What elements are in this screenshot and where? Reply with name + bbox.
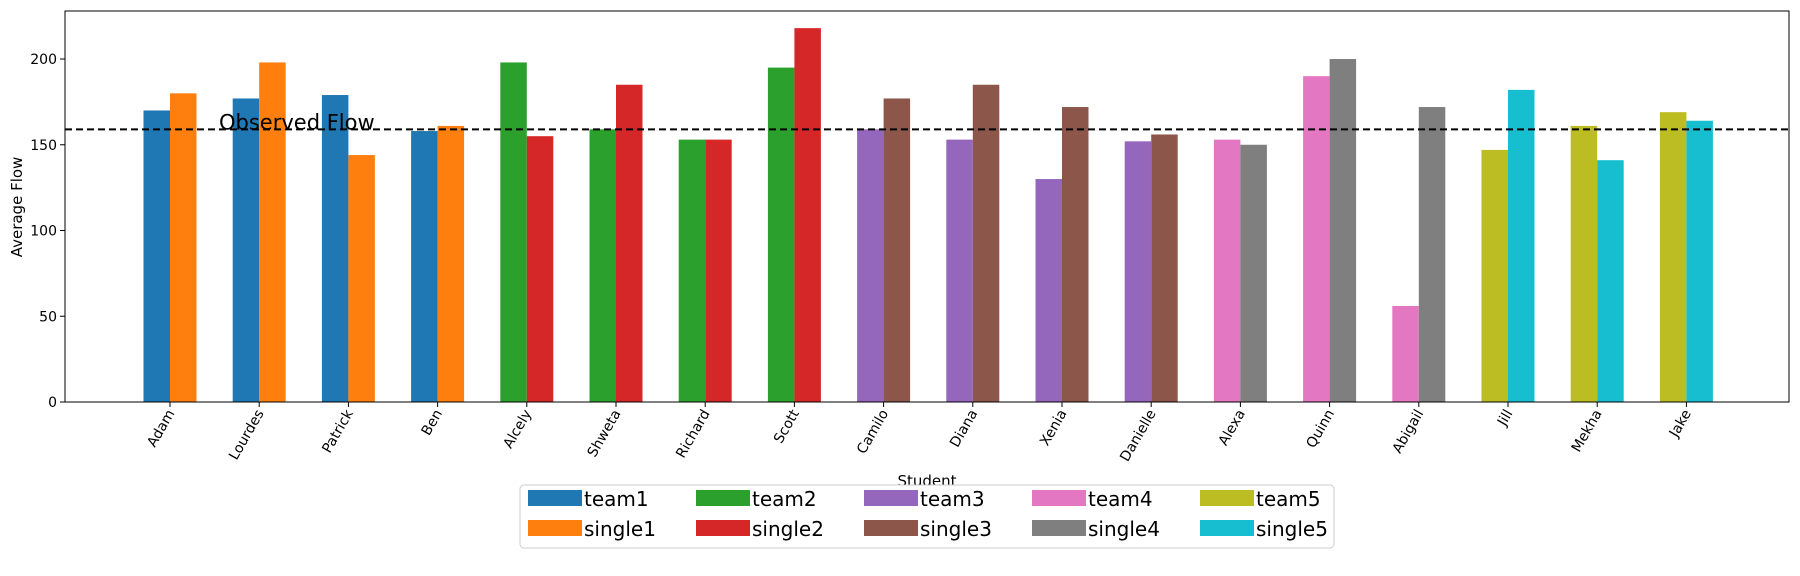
legend-label-single5: single5: [1256, 517, 1328, 541]
y-tick-label: 200: [30, 52, 57, 68]
x-tick-label: Scott: [771, 407, 803, 447]
x-tick-label: Lourdes: [226, 407, 268, 463]
legend-label-team1: team1: [584, 487, 649, 511]
bar-team2-shweta: [589, 129, 616, 402]
x-tick-label: Xenia: [1037, 407, 1070, 449]
y-tick-label: 0: [48, 395, 57, 411]
bar-team3-danielle: [1124, 141, 1152, 403]
bar-single1-lourdes: [259, 62, 286, 403]
bar-team2-scott: [767, 67, 795, 402]
legend: team1 single1 team2 single2 team3 single3 team…: [519, 484, 1335, 549]
legend-label-team5: team5: [1256, 487, 1321, 511]
legend-swatch-single2: [696, 520, 750, 536]
bar-team4-quinn: [1303, 76, 1330, 403]
bar-team1-ben: [411, 131, 438, 402]
legend-swatch-team2: [696, 490, 750, 506]
x-tick-label: Shweta: [585, 407, 625, 460]
legend-label-single1: single1: [584, 517, 656, 541]
x-tick-label: Danielle: [1117, 407, 1159, 464]
legend-swatch-team5: [1200, 490, 1254, 506]
legend-label-single3: single3: [920, 517, 992, 541]
bar-team5-jill: [1481, 149, 1508, 402]
y-tick-label: 50: [39, 309, 57, 325]
bar-single5-jill: [1508, 89, 1535, 403]
bar-single5-jake: [1686, 120, 1713, 402]
bar-single3-diana: [972, 84, 1000, 403]
y-tick-label: 100: [30, 224, 57, 240]
bar-single3-xenia: [1062, 107, 1089, 402]
bar-team2-richard: [678, 139, 706, 403]
bar-team2-alcely: [500, 62, 527, 403]
bar-team4-abigail: [1392, 305, 1419, 402]
bar-team3-xenia: [1035, 179, 1062, 402]
x-tick-label: Patrick: [319, 406, 357, 456]
x-tick-label: Alexa: [1216, 407, 1249, 449]
y-axis-label: Average Flow: [8, 157, 26, 258]
bar-single2-alcely: [526, 136, 554, 402]
x-tick-label: Abigail: [1390, 407, 1428, 456]
legend-label-single4: single4: [1088, 517, 1160, 541]
x-tick-label: Jill: [1494, 407, 1516, 430]
legend-swatch-single3: [864, 520, 918, 536]
bar-single3-camilo: [883, 98, 911, 403]
x-tick-label: Quinn: [1303, 407, 1338, 451]
bar-single1-patrick: [348, 155, 375, 402]
bar-single2-richard: [705, 139, 732, 403]
observed-flow-label: Observed Flow: [219, 110, 375, 134]
bar-single3-danielle: [1151, 134, 1178, 402]
legend-swatch-team1: [528, 490, 582, 506]
legend-swatch-single5: [1200, 520, 1254, 536]
bar-team1-lourdes: [232, 98, 260, 403]
bar-single1-adam: [170, 93, 197, 402]
legend-swatch-team3: [864, 490, 918, 506]
x-tick-label: Adam: [144, 407, 178, 450]
bar-single2-shweta: [616, 84, 643, 403]
x-tick-label: Alcely: [500, 407, 535, 451]
x-tick-label: Camilo: [854, 407, 892, 457]
x-tick-label: Mekha: [1569, 407, 1606, 455]
x-tick-label: Jake: [1666, 407, 1695, 441]
bar-single2-scott: [794, 28, 821, 403]
bar-team1-patrick: [321, 95, 349, 402]
bar-single5-mekha: [1597, 160, 1624, 402]
legend-label-team2: team2: [752, 487, 817, 511]
plot-frame: [64, 10, 1790, 403]
legend-label-single2: single2: [752, 517, 824, 541]
legend-swatch-single1: [528, 520, 582, 536]
legend-label-team4: team4: [1088, 487, 1153, 511]
bar-single4-alexa: [1240, 144, 1267, 402]
x-tick-label: Ben: [419, 407, 446, 438]
bar-single4-abigail: [1418, 107, 1446, 402]
legend-swatch-single4: [1032, 520, 1086, 536]
legend-swatch-team4: [1032, 490, 1086, 506]
bar-team4-alexa: [1213, 139, 1241, 403]
bar-team3-camilo: [857, 129, 884, 402]
x-tick-label: Richard: [673, 407, 713, 461]
bar-team3-diana: [946, 139, 973, 403]
bar-team5-jake: [1659, 112, 1687, 403]
bar-team5-mekha: [1570, 125, 1598, 403]
legend-label-team3: team3: [920, 487, 985, 511]
bar-single4-quinn: [1329, 59, 1357, 402]
bar-team1-adam: [143, 110, 170, 403]
y-tick-label: 150: [30, 138, 57, 154]
x-tick-label: Diana: [947, 407, 981, 450]
bar-single1-ben: [437, 125, 465, 403]
